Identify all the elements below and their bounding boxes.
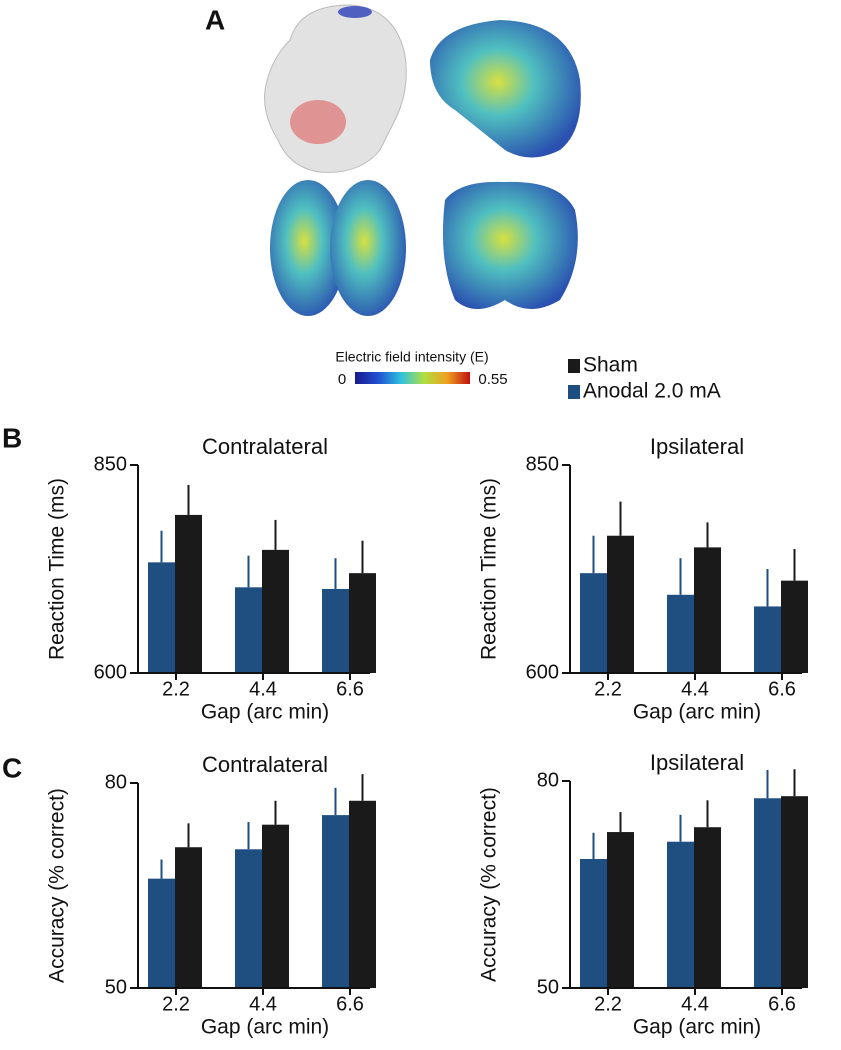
head-model bbox=[264, 4, 407, 173]
bar bbox=[349, 800, 376, 988]
bar bbox=[607, 535, 634, 673]
x-tick-label: 4.4 bbox=[249, 993, 277, 1015]
x-axis-label: Gap (arc min) bbox=[201, 1016, 329, 1039]
x-tick-label: 4.4 bbox=[249, 678, 277, 700]
y-tick-label: 850 bbox=[526, 453, 559, 475]
y-tick-label: 600 bbox=[526, 661, 559, 683]
y-axis-label: Reaction Time (ms) bbox=[46, 478, 69, 660]
chart-title: Ipsilateral bbox=[650, 434, 744, 459]
bar bbox=[349, 573, 376, 673]
legend-label: Anodal 2.0 mA bbox=[583, 380, 721, 403]
x-tick-label: 4.4 bbox=[681, 678, 709, 700]
bar bbox=[322, 815, 349, 988]
chart-title: Ipsilateral bbox=[650, 750, 744, 775]
colorbar bbox=[355, 372, 470, 384]
legend-swatch bbox=[568, 385, 580, 399]
y-tick-label: 50 bbox=[537, 976, 559, 998]
bar bbox=[781, 796, 808, 988]
x-tick-label: 2.2 bbox=[162, 678, 190, 700]
x-tick-label: 6.6 bbox=[336, 678, 364, 700]
y-tick-label: 50 bbox=[105, 976, 127, 998]
x-tick-label: 6.6 bbox=[768, 678, 796, 700]
x-tick-label: 2.2 bbox=[162, 993, 190, 1015]
legend-label: Sham bbox=[583, 354, 638, 377]
bar bbox=[235, 587, 262, 673]
colorbar-max: 0.55 bbox=[478, 371, 507, 388]
x-axis-label: Gap (arc min) bbox=[633, 701, 761, 724]
x-tick-label: 4.4 bbox=[681, 993, 709, 1015]
bar bbox=[322, 588, 349, 673]
panel-label: C bbox=[2, 752, 22, 783]
bar bbox=[262, 549, 289, 673]
chart-title: Contralateral bbox=[202, 434, 328, 459]
y-axis-label: Accuracy (% correct) bbox=[46, 788, 69, 983]
y-tick-label: 80 bbox=[105, 771, 127, 793]
bar bbox=[694, 827, 721, 988]
panel-label: A bbox=[205, 4, 225, 35]
bar bbox=[580, 573, 607, 673]
panel-label: B bbox=[2, 422, 22, 453]
y-tick-label: 850 bbox=[94, 453, 127, 475]
brain-maps bbox=[270, 20, 581, 316]
y-axis-label: Reaction Time (ms) bbox=[478, 478, 501, 660]
bar bbox=[175, 847, 202, 988]
bar bbox=[148, 878, 175, 988]
colorbar-min: 0 bbox=[338, 371, 346, 388]
y-axis-label: Accuracy (% correct) bbox=[478, 787, 501, 982]
bar bbox=[262, 824, 289, 988]
bar bbox=[148, 562, 175, 673]
colorbar-label: Electric field intensity (E) bbox=[335, 349, 488, 365]
x-tick-label: 6.6 bbox=[768, 993, 796, 1015]
bar bbox=[754, 798, 781, 988]
bar bbox=[781, 580, 808, 673]
y-tick-label: 80 bbox=[537, 769, 559, 791]
bar bbox=[235, 849, 262, 988]
bar bbox=[667, 594, 694, 673]
x-axis-label: Gap (arc min) bbox=[633, 1016, 761, 1039]
x-tick-label: 2.2 bbox=[594, 678, 622, 700]
x-tick-label: 2.2 bbox=[594, 993, 622, 1015]
bar bbox=[580, 858, 607, 988]
bar bbox=[754, 606, 781, 673]
bar bbox=[175, 514, 202, 673]
bar bbox=[607, 832, 634, 988]
bar bbox=[694, 547, 721, 673]
legend-swatch bbox=[568, 359, 580, 373]
bar bbox=[667, 841, 694, 988]
x-tick-label: 6.6 bbox=[336, 993, 364, 1015]
chart-title: Contralateral bbox=[202, 752, 328, 777]
y-tick-label: 600 bbox=[94, 661, 127, 683]
x-axis-label: Gap (arc min) bbox=[201, 701, 329, 724]
